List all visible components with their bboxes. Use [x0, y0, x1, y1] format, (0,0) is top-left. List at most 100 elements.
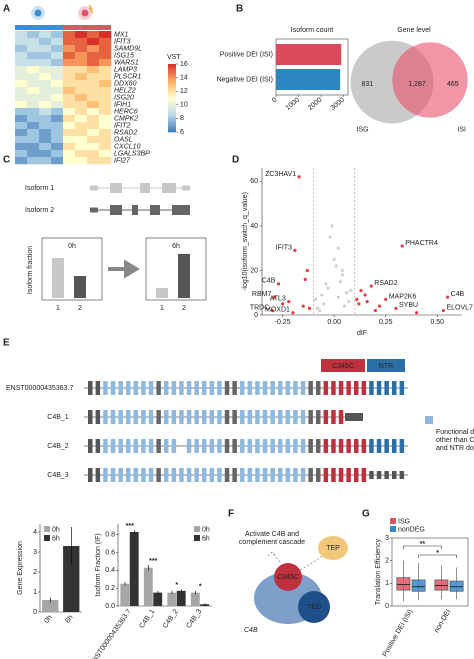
- point: [334, 264, 338, 268]
- heatmap-cell: [51, 122, 64, 130]
- row-label: ISG15: [114, 52, 134, 59]
- exon: [141, 381, 146, 395]
- exon: [262, 381, 268, 395]
- colorbar-step: [168, 111, 176, 114]
- heatmap-cell: [27, 129, 40, 137]
- heatmap-cell: [39, 31, 52, 39]
- heatmap-cell: [63, 73, 76, 81]
- isoform-label: Isoform 1: [25, 185, 54, 192]
- colorbar-step: [168, 96, 176, 99]
- heatmap-cell: [15, 143, 28, 151]
- point-label: MAP2K6: [389, 293, 417, 300]
- heatmap-cell: [27, 59, 40, 67]
- exon: [133, 468, 139, 482]
- heatmap-cell: [15, 157, 28, 165]
- heatmap-cell: [15, 115, 28, 123]
- heatmap-cell: [75, 108, 88, 116]
- heatmap-cell: [27, 122, 40, 130]
- exon: [376, 471, 382, 479]
- heatmap-cell: [75, 52, 88, 60]
- exon: [88, 468, 93, 482]
- significance: ***: [149, 558, 157, 565]
- exon: [354, 381, 359, 395]
- colorbar-label: 12: [180, 88, 188, 95]
- heatmap-cell: [99, 157, 112, 165]
- significance: ***: [126, 523, 134, 530]
- venn-count: 1,287: [408, 81, 426, 88]
- heatmap-cell: [87, 143, 100, 151]
- colorbar-label: 8: [180, 115, 184, 122]
- exon: [255, 439, 260, 453]
- schematic-bar: [156, 288, 168, 298]
- heatmap-cell: [39, 122, 52, 130]
- row-label: CMPK2: [114, 115, 138, 122]
- caption: complement cascade: [239, 539, 305, 546]
- colorbar-step: [168, 126, 176, 129]
- point: [373, 308, 378, 313]
- point: [400, 244, 404, 248]
- exon: [209, 410, 215, 424]
- domain-ted: [298, 591, 330, 623]
- heatmap-cell: [99, 87, 112, 95]
- exon: [255, 381, 260, 395]
- y-tick-label: 0: [33, 609, 37, 616]
- heatmap-cell: [39, 108, 52, 116]
- y-tick-label: 4: [33, 529, 37, 536]
- legend-label: 6h: [202, 535, 210, 542]
- domain-box: [321, 359, 365, 372]
- point: [276, 282, 281, 286]
- colorbar-step: [168, 118, 176, 121]
- exon: [232, 439, 237, 453]
- row-label: IFIT2: [114, 122, 130, 129]
- exon: [285, 381, 291, 395]
- exon: [132, 205, 138, 215]
- heatmap-cell: [63, 59, 76, 67]
- panel-label: B: [236, 4, 243, 15]
- exon: [164, 439, 169, 453]
- heatmap-cell: [99, 31, 112, 39]
- heatmap-cell: [39, 52, 52, 60]
- venn-count: 831: [361, 81, 373, 88]
- exon: [217, 410, 222, 424]
- colorbar-label: 6: [180, 129, 184, 136]
- venn-set-label: ISG: [357, 126, 369, 133]
- exon: [240, 439, 245, 453]
- heatmap-cell: [75, 66, 88, 74]
- isoform-label: Isoform 2: [25, 207, 54, 214]
- heatmap-cell: [75, 129, 88, 137]
- x-tick-label: -0.25: [275, 319, 291, 326]
- y-tick-label: 1: [385, 580, 389, 587]
- heatmap-cell: [51, 157, 64, 165]
- heatmap-cell: [15, 73, 28, 81]
- exon: [171, 381, 177, 395]
- exon: [293, 468, 298, 482]
- legend-label: ISG: [398, 518, 410, 525]
- y-tick-label: Positive DEI (ISI): [220, 51, 273, 58]
- heatmap-cell: [87, 59, 100, 67]
- heatmap-cell: [51, 31, 64, 39]
- point: [328, 235, 332, 239]
- exon: [110, 183, 122, 193]
- heatmap-cell: [39, 38, 52, 46]
- heatmap-cell: [63, 52, 76, 60]
- exon: [103, 410, 108, 424]
- point-label: MOXD1: [265, 307, 290, 314]
- exon: [164, 468, 169, 482]
- icon: [81, 9, 89, 17]
- colorbar-step: [168, 94, 176, 97]
- exon: [118, 468, 123, 482]
- point: [340, 268, 345, 273]
- exon: [369, 439, 374, 453]
- heatmap-cell: [63, 108, 76, 116]
- heatmap-cell: [51, 52, 64, 60]
- legend-swatch: [44, 526, 50, 532]
- heatmap-cell: [63, 94, 76, 102]
- exon: [103, 468, 108, 482]
- legend-swatch: [425, 416, 433, 424]
- colorbar-step: [168, 99, 176, 102]
- exon: [118, 381, 123, 395]
- panel-label: G: [362, 509, 370, 520]
- exon: [186, 410, 192, 424]
- exon: [247, 410, 253, 424]
- exon: [224, 468, 230, 482]
